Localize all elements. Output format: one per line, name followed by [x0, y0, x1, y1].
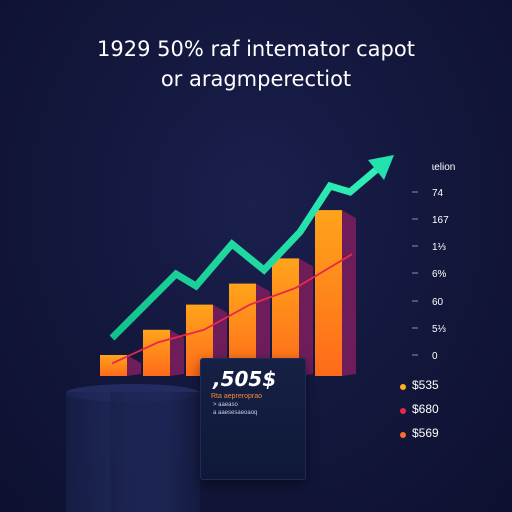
bar [143, 329, 170, 376]
card-detail-2: a aaesesaeoaoq [213, 410, 258, 416]
y-tick-label: 0 [432, 351, 438, 362]
legend-label: $680 [412, 402, 439, 416]
chart-title-line2: or aragmperectiot [160, 67, 352, 91]
bar-side [170, 329, 184, 376]
y-tick-label: 167 [432, 215, 449, 226]
legend-item: $680 [400, 402, 460, 426]
y-tick-label: ɩelion [432, 162, 455, 173]
bar [315, 210, 342, 376]
value-card: ,505$ Rta aepreroprao > aaeaso a aaesesa… [200, 358, 306, 480]
growth-arrow-head [368, 155, 394, 180]
legend-item: $569 [400, 426, 460, 450]
y-tick-label: 60 [432, 297, 444, 308]
bar-side [256, 283, 270, 376]
chart-title-line1: 1929 50% raf intemator capot [97, 37, 415, 61]
legend-dot [400, 408, 406, 414]
y-tick-label: 74 [432, 188, 444, 199]
card-detail-1: > aaeaso [213, 402, 238, 408]
y-tick-label: 6% [432, 269, 447, 280]
y-axis-ticks: ɩelion 74 167 1⅓ 6% 60 5⅓ 0 [412, 162, 455, 362]
legend-dot [400, 432, 406, 438]
card-value: ,505$ [213, 367, 277, 391]
legend-label: $535 [412, 378, 439, 392]
legend-label: $569 [412, 426, 439, 440]
card-subtitle: Rta aepreroprao [211, 393, 262, 400]
y-tick-label: 1⅓ [432, 242, 447, 253]
y-tick-label: 5⅓ [432, 324, 447, 335]
bar-side [342, 210, 356, 376]
bar-side [299, 258, 313, 376]
legend: $535 $680 $569 [400, 378, 460, 450]
legend-item: $535 [400, 378, 460, 402]
legend-dot [400, 384, 406, 390]
trend-line [111, 253, 353, 365]
growth-arrow [109, 167, 379, 341]
chart-title: 1929 50% raf intemator capot or aragmper… [0, 34, 512, 94]
bar-side [127, 355, 141, 376]
cylinder-decoration-inner [110, 392, 200, 512]
bar [272, 258, 299, 376]
